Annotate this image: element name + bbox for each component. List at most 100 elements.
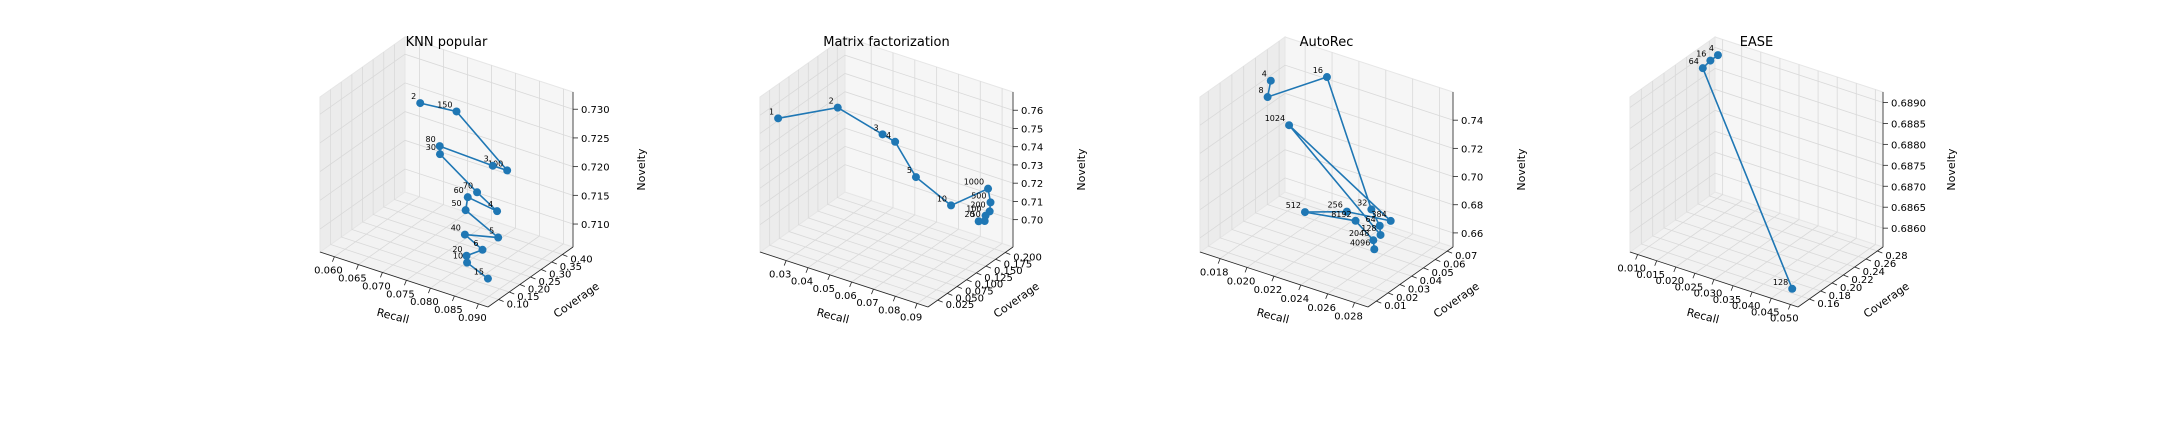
x-tick-label: 0.090 (458, 313, 487, 324)
y-tick-mark (1411, 275, 1417, 279)
y-tick-mark (1399, 284, 1406, 287)
y-tick-mark (1446, 250, 1453, 254)
x-tick-label: 0.05 (813, 284, 835, 295)
x-gridline (1273, 61, 1360, 277)
x-gridline (1713, 64, 1800, 280)
y-gridline (351, 74, 520, 285)
z-gridline (1629, 47, 1884, 108)
data-point-label: 3 (484, 155, 489, 164)
y-gridline (836, 42, 1006, 253)
y-tick-mark (976, 272, 982, 276)
y-gridline (383, 52, 552, 263)
data-point (463, 193, 472, 202)
data-point-label: 4 (488, 200, 493, 209)
x-tick-mark (1271, 276, 1275, 282)
data-point-label: 16 (1313, 66, 1323, 75)
x-gridline (1327, 78, 1414, 295)
y-tick-mark (1423, 267, 1429, 271)
data-point (911, 173, 920, 182)
x-gridline (1675, 52, 1762, 268)
x-tick-mark (1692, 273, 1696, 279)
x-tick-label: 0.085 (434, 305, 463, 316)
x-gridline (358, 49, 444, 265)
data-point (980, 217, 989, 226)
x-tick-mark (1635, 254, 1639, 260)
chart-title: AutoRec (1300, 35, 1354, 50)
x-tick-mark (404, 280, 407, 286)
x-tick-mark (1654, 260, 1658, 266)
data-point-label: 128 (1361, 224, 1376, 233)
data-point (503, 166, 512, 175)
data-point (494, 233, 503, 242)
x-tick-label: 0.022 (1254, 285, 1283, 296)
data-point-label: 384 (1371, 210, 1386, 219)
x-tick-mark (356, 264, 359, 270)
y-gridline (1219, 82, 1389, 294)
data-point-label: 50 (971, 210, 981, 219)
x-gridline (1694, 58, 1781, 274)
data-point-label: 200 (970, 200, 985, 209)
data-point-label: 512 (1286, 201, 1301, 210)
data-point-label: 128 (1773, 278, 1788, 287)
y-gridline (362, 67, 531, 278)
x-axis-label: Recall (815, 306, 850, 327)
x-gridline (1637, 39, 1724, 255)
y-gridline (1663, 73, 1833, 284)
y-tick-mark (1865, 258, 1872, 262)
x-tick-mark (332, 256, 335, 262)
x-tick-mark (849, 281, 853, 288)
y-tick-mark (1877, 250, 1883, 254)
x-tick-label: 0.06 (835, 291, 857, 302)
data-point-label: 5 (907, 166, 912, 175)
data-point-label: 8192 (1331, 210, 1351, 219)
y-gridline (798, 69, 967, 281)
data-point-label: 4096 (1350, 238, 1370, 247)
y-gridline (1652, 81, 1821, 292)
x-gridline (1219, 43, 1306, 259)
y-tick-label: 0.03 (1408, 285, 1430, 296)
data-point (473, 188, 482, 197)
z-axis-label: Novelty (1945, 148, 1958, 191)
y-tick-label: 0.18 (1829, 291, 1851, 302)
y-tick-mark (937, 299, 943, 303)
x-tick-mark (1298, 284, 1302, 291)
y-tick-label: 0.10 (507, 300, 529, 311)
z-gridline (1629, 172, 1884, 234)
x-axis-line (1199, 251, 1369, 308)
data-point (986, 198, 995, 207)
data-point (461, 206, 470, 215)
data-point-label: 32 (1357, 198, 1367, 207)
y-tick-label: 0.22 (1851, 275, 1873, 286)
data-point (435, 150, 444, 159)
y-gridline (393, 44, 563, 255)
x-tick-mark (827, 274, 831, 281)
y-tick-label: 0.24 (1863, 267, 1885, 278)
y-tick-mark (995, 258, 1001, 262)
y-tick-mark (540, 269, 547, 272)
y-gridline (778, 83, 948, 294)
y-tick-mark (1376, 300, 1382, 304)
y-tick-label: 0.125 (984, 273, 1013, 284)
data-point (493, 207, 502, 216)
x-tick-label: 0.03 (769, 270, 791, 281)
z-tick-label: 0.68 (1461, 201, 1483, 212)
x-tick-mark (1217, 258, 1221, 264)
z-tick-label: 0.6865 (1891, 203, 1926, 214)
z-gridline (759, 164, 1014, 225)
z-gridline (1629, 67, 1884, 129)
x-axis-label: Recall (1685, 306, 1720, 327)
z-tick-label: 0.71 (1021, 197, 1043, 208)
data-point (1285, 121, 1294, 130)
y-tick-mark (956, 286, 963, 289)
y-gridline (1697, 49, 1867, 260)
y-tick-label: 0.200 (1013, 252, 1042, 263)
x-gridline (916, 88, 1003, 304)
data-point (1706, 56, 1715, 65)
y-tick-label: 0.28 (1885, 251, 1907, 262)
x-tick-mark (452, 295, 455, 302)
z-tick-label: 0.720 (581, 163, 610, 174)
y-gridline (1243, 66, 1412, 277)
y-tick-label: 0.15 (517, 292, 539, 303)
x-tick-label: 0.028 (1334, 312, 1363, 323)
x-axis-label: Recall (375, 306, 410, 327)
